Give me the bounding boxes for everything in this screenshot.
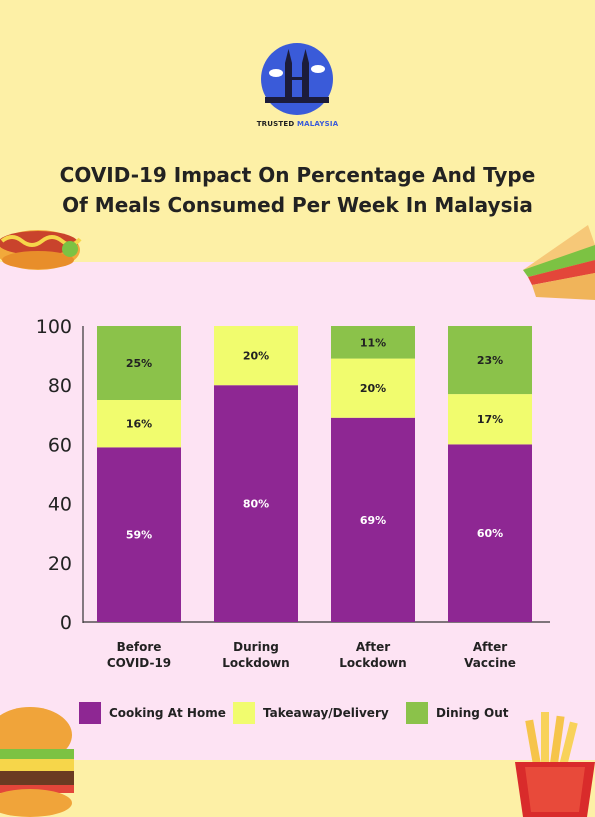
data-label-dining-0: 25% — [126, 357, 152, 370]
data-label-cooking-1: 80% — [243, 498, 269, 511]
x-tick-label-2-line-1: Lockdown — [339, 656, 406, 670]
x-tick-label-1-line-0: During — [233, 640, 279, 654]
y-tick-label-100: 100 — [36, 316, 72, 338]
data-label-dining-3: 23% — [477, 354, 503, 367]
legend-swatch-cooking — [79, 702, 101, 724]
bar-segment-cooking-1 — [214, 385, 298, 622]
x-tick-label-3-line-1: Vaccine — [464, 656, 516, 670]
bar-segment-cooking-0 — [97, 447, 181, 622]
sandwich-illustration — [523, 225, 595, 300]
x-tick-label-0-line-1: COVID-19 — [107, 656, 171, 670]
data-label-takeaway-1: 20% — [243, 350, 269, 363]
burger-illustration — [0, 707, 74, 817]
bar-segment-takeaway-3 — [448, 394, 532, 445]
page-title: COVID-19 Impact On Percentage And Type O… — [30, 160, 565, 220]
bar-segment-cooking-3 — [448, 444, 532, 622]
legend-item-cooking: Cooking At Home — [79, 702, 226, 724]
data-label-takeaway-0: 16% — [126, 418, 152, 431]
data-label-cooking-0: 59% — [126, 529, 152, 542]
x-tick-label-3-line-0: After — [473, 640, 507, 654]
data-label-dining-2: 11% — [360, 336, 386, 349]
bar-segment-dining-2 — [331, 326, 415, 359]
footer-band — [0, 760, 595, 817]
y-tick-label-40: 40 — [48, 494, 72, 516]
y-tick-label-0: 0 — [60, 612, 72, 634]
legend-label-cooking: Cooking At Home — [109, 706, 226, 720]
chart-legend: Cooking At Home Takeaway/Delivery Dining… — [0, 702, 595, 726]
fries-illustration — [515, 712, 595, 817]
data-label-takeaway-3: 17% — [477, 413, 503, 426]
legend-swatch-dining — [406, 702, 428, 724]
x-tick-label-2-line-0: After — [356, 640, 390, 654]
bar-segment-takeaway-0 — [97, 400, 181, 448]
y-tick-label-80: 80 — [48, 375, 72, 397]
title-line-1: COVID-19 Impact On Percentage And Type — [59, 163, 536, 187]
legend-item-takeaway: Takeaway/Delivery — [233, 702, 389, 724]
bar-segment-dining-0 — [97, 326, 181, 400]
data-label-cooking-2: 69% — [360, 514, 386, 527]
brand-logo — [261, 43, 333, 115]
hotdog-illustration — [0, 230, 82, 270]
data-label-takeaway-2: 20% — [360, 382, 386, 395]
data-label-cooking-3: 60% — [477, 527, 503, 540]
y-tick-label-20: 20 — [48, 553, 72, 575]
legend-label-takeaway: Takeaway/Delivery — [263, 706, 389, 720]
legend-item-dining: Dining Out — [406, 702, 509, 724]
legend-swatch-takeaway — [233, 702, 255, 724]
legend-label-dining: Dining Out — [436, 706, 509, 720]
x-tick-label-1-line-1: Lockdown — [222, 656, 289, 670]
y-tick-label-60: 60 — [48, 434, 72, 456]
bar-segment-takeaway-2 — [331, 358, 415, 418]
title-line-2: Of Meals Consumed Per Week In Malaysia — [62, 193, 533, 217]
stacked-bar-chart: 0 20 40 60 80 100 59% 16% 25% Before COVID-19 80% 20… — [36, 316, 550, 670]
x-tick-label-0-line-0: Before — [117, 640, 162, 654]
bar-segment-dining-3 — [448, 326, 532, 395]
bar-segment-takeaway-1 — [214, 326, 298, 386]
bar-segment-cooking-2 — [331, 417, 415, 622]
brand-name: TRUSTED MALAYSIA — [256, 120, 339, 128]
